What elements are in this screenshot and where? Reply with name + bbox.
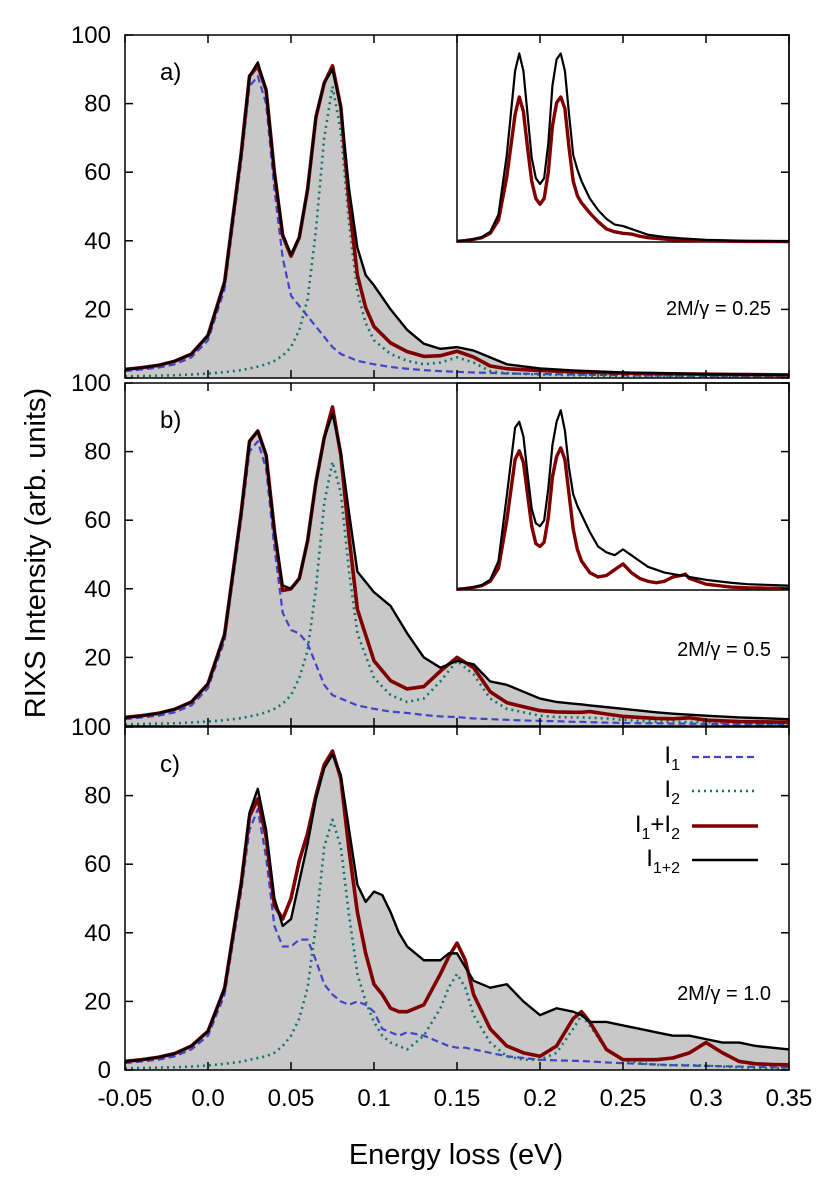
x-tick-label: 0.25 [600,1085,647,1112]
y-tick-label: 20 [84,644,111,671]
inset-line-i12 [456,409,790,591]
panel-0: 100 80 60 40 20 a) 2M/γ = 0.25 [71,22,790,379]
panels-layer: 100 80 60 40 20 a) 2M/γ = 0.25 100 80 60 40 20 b) 2M/… [71,22,812,1112]
series-line-i2 [124,818,790,1070]
y-tick-label: 100 [71,370,111,397]
inset-line-i1pi2 [456,95,790,244]
inset-0 [456,34,790,244]
series-line-i12 [124,61,790,377]
series-line-i2 [124,460,790,726]
series-line-i12 [124,753,790,1063]
y-tick-label: 100 [71,714,111,741]
total-fill-area [125,754,789,1070]
y-tick-label: 40 [84,920,111,947]
x-tick-label: 0.1 [357,1085,390,1112]
y-tick-label: 20 [84,988,111,1015]
y-tick-label: 80 [84,783,111,810]
panel-label: a) [160,59,181,86]
panel-label: b) [160,407,181,434]
y-tick-label: 100 [71,22,111,49]
parameter-label: 2M/γ = 0.25 [666,298,771,320]
y-tick-label: 60 [84,159,111,186]
inset-frame [456,34,790,243]
series-line-i1 [124,75,790,378]
series-line-i1 [124,808,790,1069]
parameter-label: 2M/γ = 1.0 [677,983,771,1005]
inset-1 [456,382,790,591]
legend-label-i1: I1 [664,742,680,774]
x-tick-label: 0.35 [766,1085,813,1112]
x-tick-labels: -0.05 0.0 0.05 0.1 0.15 0.2 0.25 0.3 0.35 [98,1085,813,1112]
legend-label-i1pi2: I1+I2 [635,811,680,843]
panel-label: c) [160,751,180,778]
series-line-i2 [124,85,790,378]
series-line-i1pi2 [124,749,790,1067]
y-tick-label: 60 [84,507,111,534]
x-axis-title: Energy loss (eV) [349,1139,563,1171]
x-tick-label: 0.2 [523,1085,556,1112]
inset-line-i1pi2 [456,446,790,591]
total-fill-area [125,62,789,378]
inset-frame [456,382,790,591]
inset-line-i12 [456,52,790,243]
series-line-i12 [124,412,790,721]
y-tick-label: 40 [84,576,111,603]
y-tick-label: 20 [84,296,111,323]
x-tick-label: 0.15 [434,1085,481,1112]
parameter-label: 2M/γ = 0.5 [677,639,771,661]
y-tick-label: 80 [84,439,111,466]
y-tick-label: 60 [84,851,111,878]
legend-label-i12: I1+2 [646,845,680,877]
total-fill-area [125,413,789,726]
x-tick-label: 0.0 [191,1085,224,1112]
y-tick-label: 40 [84,228,111,255]
legend-label-i2: I2 [664,776,680,808]
y-tick-label: 80 [84,91,111,118]
y-axis-title: RIXS Intensity (arb. units) [20,388,52,718]
panel-1: 100 80 60 40 20 b) 2M/γ = 0.5 [71,370,790,727]
x-tick-label: 0.05 [268,1085,315,1112]
y-tick-label: 0 [98,1057,111,1084]
panel-2: 100 80 60 40 20 0 c) 2M/γ = 1.0 [71,714,790,1084]
x-tick-label: 0.3 [689,1085,722,1112]
x-tick-label: -0.05 [98,1085,153,1112]
